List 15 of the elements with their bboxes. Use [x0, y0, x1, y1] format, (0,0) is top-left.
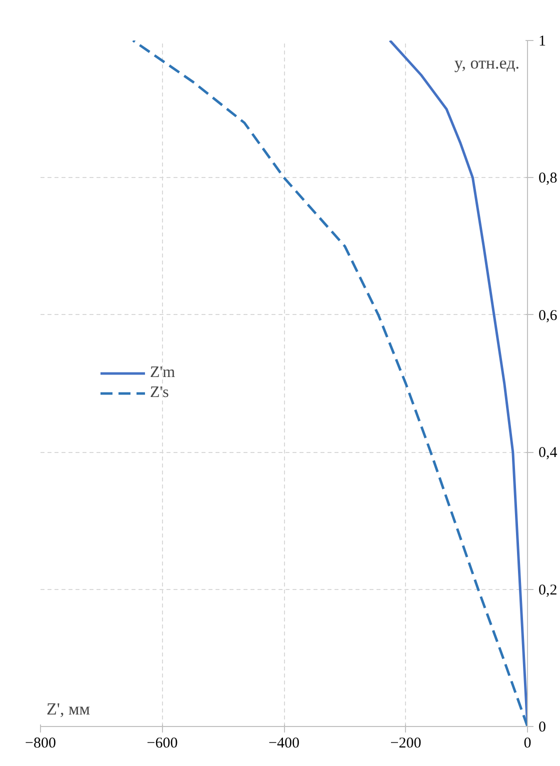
x-axis-title: Z', мм: [46, 700, 90, 718]
x-tick-label: −800: [25, 736, 56, 752]
y-tick-label: 0,2: [538, 582, 558, 598]
x-tick-label: −200: [390, 736, 422, 752]
x-tick-label: −400: [268, 736, 300, 752]
y-tick-label: 0,6: [538, 308, 558, 324]
legend-label: Z's: [150, 384, 170, 402]
y-tick-label: 1: [538, 34, 546, 50]
x-tick-label: 0: [524, 736, 532, 752]
legend-label: Z'm: [150, 364, 176, 382]
y-tick-label: 0,8: [538, 170, 558, 187]
x-tick-label: −600: [146, 736, 178, 752]
y-tick-label: 0: [538, 720, 546, 736]
y-tick-label: 0,4: [538, 445, 558, 462]
y-axis-title: y, отн.ед.: [454, 54, 520, 72]
